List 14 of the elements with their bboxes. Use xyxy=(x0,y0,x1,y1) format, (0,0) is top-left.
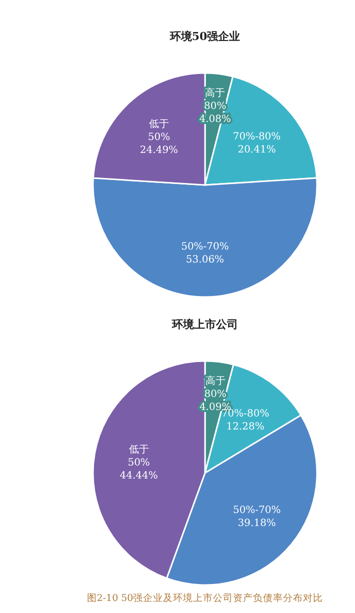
chart-title: 环境上市公司 xyxy=(171,318,238,331)
chart-title: 环境50强企业 xyxy=(168,30,240,43)
caption: 图2-10 50强企业及环境上市公司资产负债率分布对比 xyxy=(86,592,324,604)
slice-label: 低于 50% xyxy=(148,119,170,144)
data-label: 53.06% xyxy=(186,254,224,266)
data-label: 20.41% xyxy=(238,144,276,156)
slice-label: 50%-70% xyxy=(181,242,229,253)
slice-label: 70%-80% xyxy=(232,132,281,143)
data-label: 39.18% xyxy=(238,518,276,530)
slice-label: 低于 50% xyxy=(128,444,150,468)
slice-label: 50%-70% xyxy=(232,505,281,516)
data-label: 24.49% xyxy=(140,145,178,156)
data-label: 44.44% xyxy=(120,470,158,482)
data-label: 12.28% xyxy=(226,422,264,433)
